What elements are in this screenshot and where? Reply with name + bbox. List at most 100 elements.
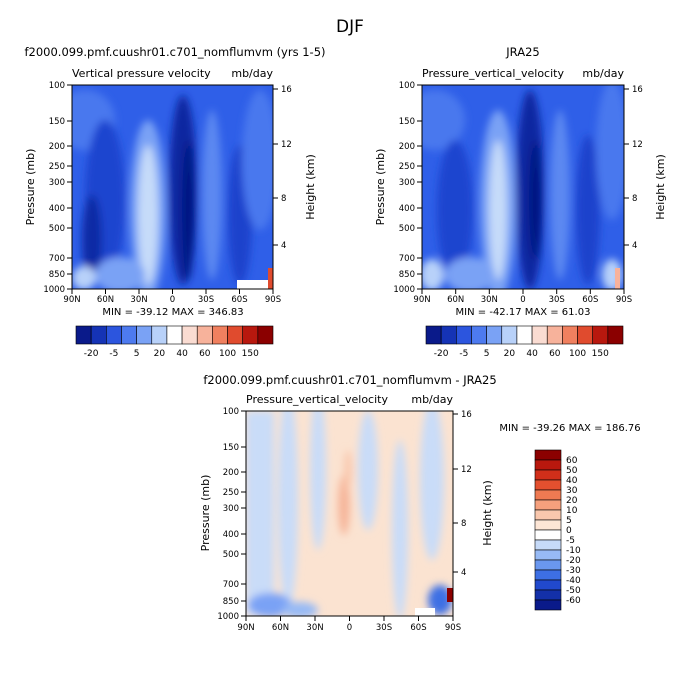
colorbar-swatch	[486, 325, 503, 345]
panel-difference-subtitle-right: mb/day	[411, 393, 453, 406]
panel-jra25-subtitle-right: mb/day	[582, 67, 624, 80]
colorbar-swatch	[534, 459, 562, 471]
colorbar-label: 0	[566, 526, 572, 536]
x-tick-label: 90S	[445, 623, 461, 633]
colorbar-swatch	[577, 325, 593, 345]
colorbar-swatch	[456, 325, 472, 345]
colorbar-label: -20	[434, 349, 449, 359]
colorbar-label: 40	[526, 349, 538, 359]
x-tick-label: 30N	[481, 295, 498, 305]
y-tick-label: 200	[399, 142, 415, 152]
y-tick-label: 700	[399, 254, 415, 264]
colorbar-label: -40	[566, 576, 581, 586]
panel-jra25-subtitle-left: Pressure_vertical_velocity	[422, 67, 564, 80]
y-tick-label: 1000	[43, 285, 65, 295]
y-tick-label: 1000	[393, 285, 415, 295]
y-axis-label: Pressure (mb)	[374, 149, 387, 226]
colorbar-label: 50	[566, 466, 578, 476]
panel-difference: f2000.099.pmf.cuushr01.c701_nomflumvm - …	[199, 373, 641, 633]
colorbar-label: 100	[219, 349, 236, 359]
colorbar-label: -60	[566, 596, 581, 606]
panel-difference-field	[246, 411, 453, 616]
colorbar-label: 30	[566, 486, 578, 496]
colorbar-swatch	[227, 325, 243, 345]
y2-tick-label: 4	[461, 568, 466, 578]
colorbar-swatch	[534, 589, 562, 601]
panel-jra25-colorbar: -20 -5 5 20 40 60 100 150	[425, 325, 624, 359]
colorbar-swatch	[534, 599, 562, 611]
y2-tick-label: 8	[461, 519, 466, 529]
y-tick-label: 250	[49, 162, 65, 172]
colorbar-label: 5	[566, 516, 572, 526]
colorbar-label: -5	[566, 536, 575, 546]
colorbar-swatch	[534, 529, 562, 541]
y-tick-label: 700	[49, 254, 65, 264]
panel-difference-stats: MIN = -39.26 MAX = 186.76	[499, 423, 640, 434]
colorbar-swatch	[106, 325, 122, 345]
colorbar-swatch	[534, 539, 562, 551]
colorbar-swatch	[534, 549, 562, 561]
y-tick-label: 850	[399, 270, 415, 280]
colorbar-swatch	[534, 559, 562, 571]
colorbar-swatch	[534, 519, 562, 531]
y-tick-label: 100	[223, 407, 239, 417]
y-tick-label: 250	[399, 162, 415, 172]
panel-jra25: JRA25 Pressure_vertical_velocity mb/day	[374, 45, 667, 359]
y-tick-label: 300	[49, 178, 65, 188]
y-tick-label: 500	[399, 224, 415, 234]
y-tick-label: 400	[49, 204, 65, 214]
x-tick-label: 30N	[306, 623, 323, 633]
colorbar-label: -20	[566, 556, 581, 566]
y-tick-label: 250	[223, 488, 239, 498]
x-tick-label: 0	[520, 295, 525, 305]
panel-model-subtitle-left: Vertical pressure velocity	[72, 67, 211, 80]
colorbar-swatch	[90, 325, 107, 345]
colorbar-swatch	[151, 325, 168, 345]
y2-tick-label: 12	[632, 140, 643, 150]
y2-tick-label: 12	[281, 140, 292, 150]
panel-difference-title: f2000.099.pmf.cuushr01.c701_nomflumvm - …	[203, 373, 496, 387]
panel-model: f2000.099.pmf.cuushr01.c701_nomflumvm (y…	[24, 45, 326, 359]
colorbar-swatch	[592, 325, 609, 345]
y-tick-label: 1000	[217, 612, 239, 622]
panel-model-subtitle-right: mb/day	[231, 67, 273, 80]
x-tick-label: 30S	[198, 295, 214, 305]
x-tick-label: 60S	[231, 295, 247, 305]
x-tick-label: 0	[347, 623, 352, 633]
panel-jra25-stats: MIN = -42.17 MAX = 61.03	[456, 307, 591, 318]
y-tick-label: 150	[49, 117, 65, 127]
colorbar-label: 20	[504, 349, 516, 359]
x-tick-label: 60N	[97, 295, 114, 305]
y-axis-label: Pressure (mb)	[24, 149, 37, 226]
colorbar-label: 40	[566, 476, 578, 486]
x-tick-label: 30N	[130, 295, 147, 305]
y2-tick-label: 12	[461, 465, 472, 475]
colorbar-label: -5	[109, 349, 118, 359]
y2-tick-label: 4	[632, 241, 637, 251]
x-tick-label: 90S	[616, 295, 632, 305]
panel-difference-axes: 100 150 200 250 300 400 500 700 850 1000…	[199, 407, 494, 633]
colorbar-label: 150	[592, 349, 609, 359]
colorbar-swatch	[534, 469, 562, 481]
y2-axis-label: Height (km)	[481, 480, 494, 546]
x-tick-label: 90N	[63, 295, 80, 305]
x-tick-label: 90N	[413, 295, 430, 305]
colorbar-swatch	[534, 569, 562, 581]
y-tick-label: 700	[223, 580, 239, 590]
colorbar-label: 5	[484, 349, 490, 359]
panel-model-field	[72, 85, 273, 289]
colorbar-swatch	[546, 325, 563, 345]
colorbar-label: 5	[134, 349, 140, 359]
y2-tick-label: 16	[632, 85, 643, 95]
colorbar-label: 150	[242, 349, 259, 359]
colorbar-swatch	[534, 499, 562, 511]
colorbar-swatch	[534, 479, 562, 491]
x-tick-label: 60S	[410, 623, 426, 633]
colorbar-label: 60	[566, 456, 578, 466]
colorbar-label: 100	[569, 349, 586, 359]
colorbar-swatch	[440, 325, 457, 345]
colorbar-label: -30	[566, 566, 581, 576]
colorbar-label: -50	[566, 586, 581, 596]
